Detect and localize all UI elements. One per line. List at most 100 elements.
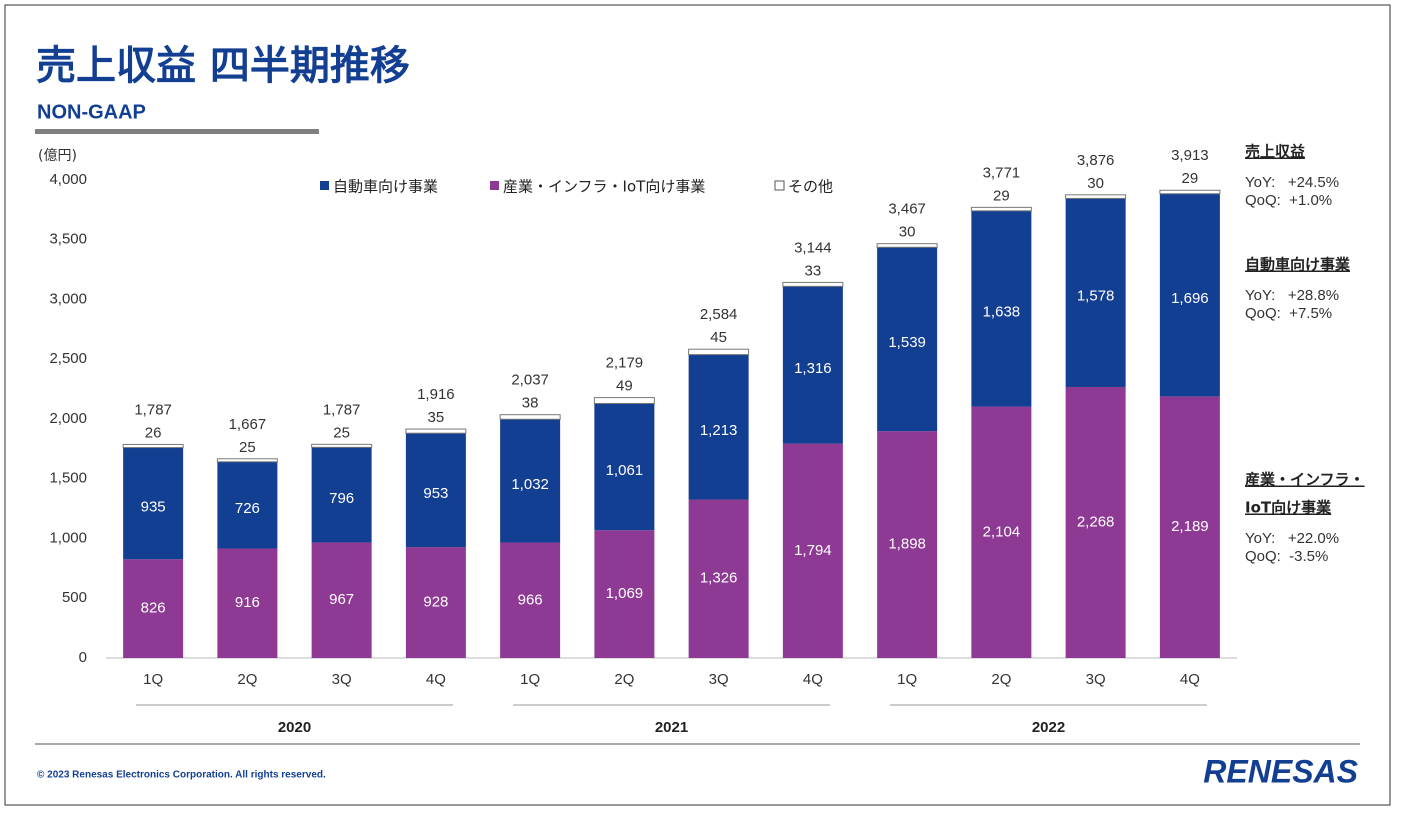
data-label: 45 xyxy=(710,329,727,346)
data-label: 928 xyxy=(423,594,448,611)
data-label: 1,061 xyxy=(606,462,644,479)
bar-segment xyxy=(123,447,184,560)
data-label: 25 xyxy=(239,439,256,456)
data-label: 796 xyxy=(329,490,354,507)
x-tick-label: 2Q xyxy=(991,671,1011,688)
x-tick-label: 4Q xyxy=(803,671,823,688)
bar-segment xyxy=(500,542,561,658)
bar-segment xyxy=(405,433,466,548)
bar-segment xyxy=(217,548,278,658)
group-label: 2021 xyxy=(655,719,688,736)
bar-segment xyxy=(311,447,372,543)
group-label: 2022 xyxy=(1032,719,1065,736)
bar-segment xyxy=(122,443,184,449)
bar-segment xyxy=(782,286,843,444)
bar-segment xyxy=(405,547,466,658)
total-label: 2,037 xyxy=(511,372,549,389)
data-label: 966 xyxy=(518,591,543,608)
title-underline xyxy=(35,129,319,134)
data-label: 1,316 xyxy=(794,360,832,377)
slide-subtitle: NON-GAAP xyxy=(37,101,146,123)
note-line: QoQ: +7.5% xyxy=(1245,305,1332,322)
bar-segment xyxy=(1065,198,1126,387)
bar-segment xyxy=(311,542,372,658)
total-label: 1,916 xyxy=(417,386,455,403)
bar-segment xyxy=(311,443,373,448)
data-label: 2,104 xyxy=(983,523,1021,540)
data-label: 1,326 xyxy=(700,570,738,587)
y-tick-label: 3,500 xyxy=(49,231,87,248)
data-label: 26 xyxy=(145,424,162,441)
y-tick-label: 2,500 xyxy=(49,350,87,367)
note-title: IoT向け事業 xyxy=(1245,499,1332,517)
bar-segment xyxy=(593,397,655,404)
copyright: © 2023 Renesas Electronics Corporation. … xyxy=(37,770,326,781)
legend-label: その他 xyxy=(788,178,833,196)
y-tick-label: 1,500 xyxy=(49,470,87,487)
bar-segment xyxy=(782,443,843,658)
y-tick-label: 4,000 xyxy=(49,171,87,188)
data-label: 1,213 xyxy=(700,422,738,439)
y-tick-label: 1,000 xyxy=(49,529,87,546)
total-label: 1,787 xyxy=(323,401,361,418)
bar-segment xyxy=(971,406,1032,658)
bar-segment xyxy=(123,559,184,658)
note-title: 産業・インフラ・ xyxy=(1245,471,1365,489)
group-label: 2020 xyxy=(278,719,311,736)
bar-segment xyxy=(500,419,561,543)
total-label: 1,667 xyxy=(229,416,267,433)
data-label: 1,032 xyxy=(511,476,549,493)
data-label: 33 xyxy=(805,262,822,279)
slide-title: 売上収益 四半期推移 xyxy=(36,43,410,89)
data-label: 2,268 xyxy=(1077,513,1115,530)
x-tick-label: 1Q xyxy=(897,671,917,688)
bar-segment xyxy=(1065,194,1127,199)
y-tick-label: 2,000 xyxy=(49,410,87,427)
bar-segment xyxy=(971,210,1032,407)
bar-segment xyxy=(688,499,749,658)
note-line: YoY: +24.5% xyxy=(1245,174,1339,191)
bar-segment xyxy=(876,243,938,248)
x-tick-label: 3Q xyxy=(709,671,729,688)
total-label: 3,144 xyxy=(794,239,832,256)
data-label: 1,638 xyxy=(983,304,1021,321)
bar-segment xyxy=(877,247,938,432)
note-line: QoQ: -3.5% xyxy=(1245,548,1328,565)
bar-segment xyxy=(688,348,750,356)
y-tick-label: 3,000 xyxy=(49,290,87,307)
data-label: 30 xyxy=(1087,175,1104,192)
legend-label: 産業・インフラ・IoT向け事業 xyxy=(503,178,705,196)
data-label: 38 xyxy=(522,395,539,412)
x-tick-label: 4Q xyxy=(426,671,446,688)
data-label: 967 xyxy=(329,591,354,608)
bar-segment xyxy=(1159,396,1220,658)
bar-segment xyxy=(499,414,561,420)
data-label: 826 xyxy=(141,600,166,617)
y-tick-label: 0 xyxy=(79,649,87,666)
bar-segment xyxy=(1159,193,1220,397)
note-line: YoY: +28.8% xyxy=(1245,287,1339,304)
data-label: 1,578 xyxy=(1077,288,1115,305)
legend-swatch xyxy=(320,181,329,190)
bar-segment xyxy=(594,403,655,531)
x-tick-label: 1Q xyxy=(520,671,540,688)
data-label: 49 xyxy=(616,378,633,395)
data-label: 29 xyxy=(1182,170,1199,187)
total-label: 3,771 xyxy=(983,164,1021,181)
legend-label: 自動車向け事業 xyxy=(333,178,438,196)
bar-segment xyxy=(405,428,467,434)
data-label: 25 xyxy=(333,424,350,441)
note-title: 自動車向け事業 xyxy=(1245,256,1351,274)
data-label: 30 xyxy=(899,224,916,241)
data-label: 2,189 xyxy=(1171,518,1209,535)
note-line: QoQ: +1.0% xyxy=(1245,192,1332,209)
total-label: 1,787 xyxy=(134,401,172,418)
bar-segment xyxy=(877,431,938,658)
x-tick-label: 3Q xyxy=(1086,671,1106,688)
bar-segment xyxy=(216,458,278,463)
bar-segment xyxy=(217,461,278,549)
x-tick-label: 3Q xyxy=(332,671,352,688)
logo: RENESAS xyxy=(1203,753,1358,789)
note-title: 売上収益 xyxy=(1245,143,1305,161)
